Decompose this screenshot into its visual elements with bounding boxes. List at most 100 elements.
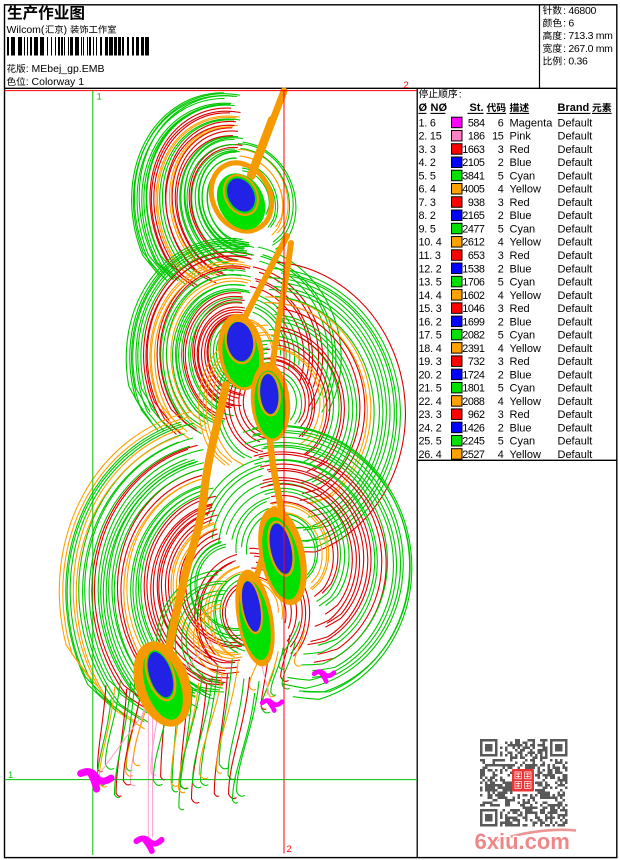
- svg-text:Default: Default: [558, 144, 593, 156]
- svg-text:13. 5: 13. 5: [419, 277, 442, 289]
- svg-text:Blue: Blue: [510, 263, 532, 275]
- svg-text:2612: 2612: [462, 237, 485, 249]
- svg-text:Yellow: Yellow: [510, 343, 541, 355]
- svg-text:5: 5: [498, 170, 504, 182]
- svg-text:2165: 2165: [462, 210, 485, 222]
- svg-text:2: 2: [404, 80, 409, 91]
- svg-text:1801: 1801: [462, 383, 485, 395]
- svg-text:): ): [64, 24, 68, 36]
- svg-text:Default: Default: [558, 131, 593, 143]
- svg-text:5. 5: 5. 5: [419, 170, 436, 182]
- svg-text:3. 3: 3. 3: [419, 144, 436, 156]
- svg-text:Blue: Blue: [510, 210, 532, 222]
- svg-text:Default: Default: [558, 422, 593, 434]
- svg-text:Ø: Ø: [419, 102, 428, 114]
- svg-text:2. 15: 2. 15: [419, 131, 442, 143]
- svg-text:1046: 1046: [462, 303, 485, 315]
- svg-text:2477: 2477: [462, 223, 485, 235]
- svg-text:Cyan: Cyan: [510, 383, 536, 395]
- svg-text:3: 3: [498, 356, 504, 368]
- svg-text:11. 3: 11. 3: [419, 250, 441, 262]
- svg-text:1602: 1602: [462, 290, 485, 302]
- svg-text:: Colorway 1: : Colorway 1: [26, 76, 85, 88]
- svg-text:Blue: Blue: [510, 316, 532, 328]
- svg-text:Magenta: Magenta: [510, 117, 554, 129]
- svg-text:2: 2: [498, 263, 504, 275]
- svg-text:2088: 2088: [462, 396, 485, 408]
- svg-text:4: 4: [498, 290, 504, 302]
- svg-text:10. 4: 10. 4: [419, 237, 442, 249]
- svg-text:6: 6: [498, 117, 504, 129]
- svg-text:Yellow: Yellow: [510, 290, 541, 302]
- svg-text:4005: 4005: [462, 184, 485, 196]
- svg-text:Cyan: Cyan: [510, 436, 536, 448]
- svg-text:2527: 2527: [462, 449, 485, 461]
- svg-text:1. 6: 1. 6: [419, 117, 436, 129]
- svg-text:14. 4: 14. 4: [419, 290, 442, 302]
- svg-text:584: 584: [468, 117, 485, 129]
- svg-text:Default: Default: [558, 436, 593, 448]
- svg-text:1: 1: [8, 770, 13, 781]
- svg-text:16. 2: 16. 2: [419, 316, 442, 328]
- svg-text:Yellow: Yellow: [510, 449, 541, 461]
- svg-text:: 6: : 6: [563, 18, 574, 30]
- svg-text:: 267.0 mm: : 267.0 mm: [563, 43, 613, 55]
- svg-text:Cyan: Cyan: [510, 330, 536, 342]
- svg-text:2: 2: [498, 369, 504, 381]
- svg-text:Blue: Blue: [510, 369, 532, 381]
- svg-text:Blue: Blue: [510, 422, 532, 434]
- svg-text:: 46800: : 46800: [563, 5, 596, 17]
- svg-text:Default: Default: [558, 170, 593, 182]
- svg-text:Red: Red: [510, 197, 530, 209]
- svg-text:Default: Default: [558, 210, 593, 222]
- svg-text:Wilcom(: Wilcom(: [7, 24, 45, 36]
- svg-text:2: 2: [498, 157, 504, 169]
- svg-text:3841: 3841: [462, 170, 485, 182]
- svg-text:4: 4: [498, 449, 504, 461]
- svg-text:3: 3: [498, 197, 504, 209]
- svg-text:Yellow: Yellow: [510, 396, 541, 408]
- svg-text:4: 4: [498, 184, 504, 196]
- svg-text:Default: Default: [558, 157, 593, 169]
- svg-text:3: 3: [498, 409, 504, 421]
- svg-text:Default: Default: [558, 383, 593, 395]
- svg-text::: :: [459, 88, 462, 100]
- svg-text:24. 2: 24. 2: [419, 422, 442, 434]
- svg-text:1538: 1538: [462, 263, 485, 275]
- svg-text:Default: Default: [558, 396, 593, 408]
- svg-text:2105: 2105: [462, 157, 485, 169]
- svg-text:1706: 1706: [462, 277, 485, 289]
- svg-text:Default: Default: [558, 277, 593, 289]
- svg-text:Default: Default: [558, 369, 593, 381]
- svg-text:Blue: Blue: [510, 157, 532, 169]
- svg-text:22. 4: 22. 4: [419, 396, 442, 408]
- svg-text:Default: Default: [558, 356, 593, 368]
- svg-text:5: 5: [498, 436, 504, 448]
- svg-text:2: 2: [287, 844, 292, 855]
- svg-text:3: 3: [498, 144, 504, 156]
- svg-text:5: 5: [498, 277, 504, 289]
- svg-text:15. 3: 15. 3: [419, 303, 442, 315]
- svg-text:1699: 1699: [462, 316, 485, 328]
- svg-text:2: 2: [498, 210, 504, 222]
- svg-text:7. 3: 7. 3: [419, 197, 436, 209]
- svg-text:15: 15: [492, 131, 504, 143]
- svg-text:Pink: Pink: [510, 131, 532, 143]
- svg-text:25. 5: 25. 5: [419, 436, 442, 448]
- svg-text:2082: 2082: [462, 330, 485, 342]
- svg-text:3: 3: [498, 250, 504, 262]
- svg-text:Red: Red: [510, 250, 530, 262]
- svg-text:Default: Default: [558, 409, 593, 421]
- svg-text:Default: Default: [558, 449, 593, 461]
- svg-text:6xiu.com: 6xiu.com: [475, 829, 570, 854]
- svg-text:Default: Default: [558, 343, 593, 355]
- svg-text:Default: Default: [558, 330, 593, 342]
- svg-text:3: 3: [498, 303, 504, 315]
- svg-text:Yellow: Yellow: [510, 237, 541, 249]
- svg-text:732: 732: [468, 356, 485, 368]
- svg-text:19. 3: 19. 3: [419, 356, 442, 368]
- svg-text:NØ: NØ: [431, 102, 448, 114]
- svg-text:Default: Default: [558, 197, 593, 209]
- svg-text:1426: 1426: [462, 422, 485, 434]
- svg-text:Default: Default: [558, 250, 593, 262]
